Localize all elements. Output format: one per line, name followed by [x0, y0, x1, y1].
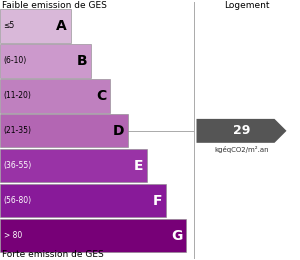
Polygon shape [196, 119, 286, 143]
Text: E: E [134, 159, 143, 173]
Text: (11-20): (11-20) [4, 92, 32, 100]
Bar [0, 79, 110, 113]
Text: Logement: Logement [224, 1, 269, 10]
Text: G: G [171, 229, 182, 243]
Text: (56-80): (56-80) [4, 196, 32, 205]
Text: (36-55): (36-55) [4, 161, 32, 170]
Text: Forte emission de GES: Forte emission de GES [2, 250, 103, 259]
Text: 29: 29 [233, 124, 250, 137]
Text: D: D [113, 124, 125, 138]
Text: kgéqCO2/m².an: kgéqCO2/m².an [214, 146, 269, 153]
Text: Faible emission de GES: Faible emission de GES [2, 1, 106, 10]
Bar [0, 184, 166, 217]
Text: ≤5: ≤5 [4, 22, 15, 30]
Bar [0, 114, 128, 147]
Bar [0, 219, 186, 252]
Text: F: F [152, 194, 162, 208]
Text: > 80: > 80 [4, 231, 22, 240]
Text: C: C [96, 89, 106, 103]
Bar [0, 44, 91, 77]
Bar [0, 149, 147, 183]
Text: (6-10): (6-10) [4, 56, 27, 66]
Bar [0, 9, 71, 43]
Text: (21-35): (21-35) [4, 126, 32, 135]
Text: A: A [56, 19, 67, 33]
Text: B: B [77, 54, 88, 68]
